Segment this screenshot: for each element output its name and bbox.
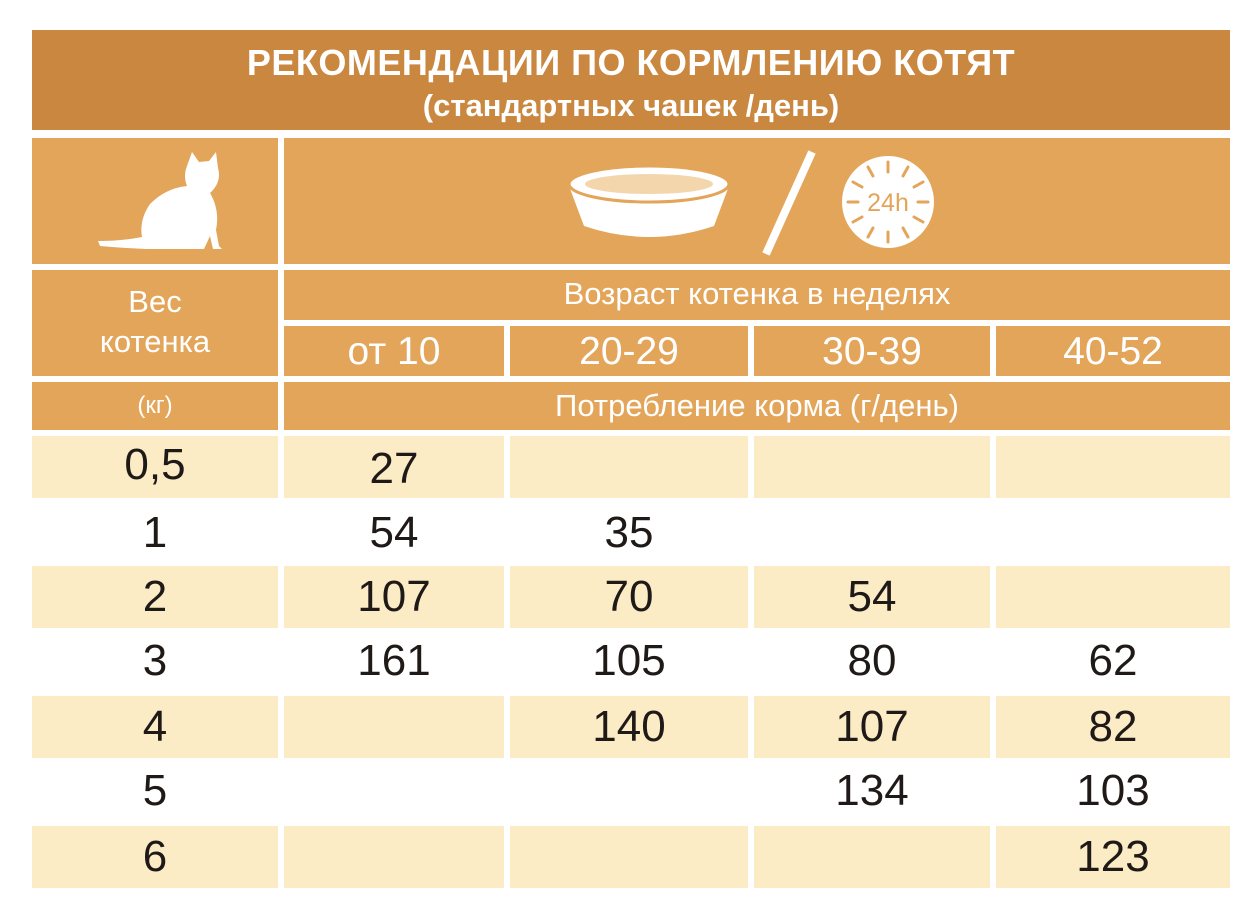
weight-value: 5	[142, 766, 168, 815]
feed-value: 35	[604, 508, 654, 557]
table-cell	[284, 436, 504, 498]
table-cell	[754, 696, 990, 758]
feed-value: 54	[369, 508, 419, 557]
table-cell	[510, 566, 748, 628]
table-cell	[32, 696, 278, 758]
age-label: Возраст котенка в неделях	[563, 276, 951, 311]
slash-divider	[762, 150, 816, 256]
food-bowl-icon	[567, 164, 731, 237]
weight-value: 0,5	[124, 440, 186, 489]
age-group-label: 20-29	[579, 330, 679, 373]
feed-value: 70	[604, 572, 654, 621]
feed-value: 80	[847, 636, 897, 685]
title-banner: РЕКОМЕНДАЦИИ ПО КОРМЛЕНИЮ КОТЯТ (стандар…	[32, 30, 1230, 130]
clock-24h-icon: 24h	[842, 156, 934, 248]
cat-icon-cell	[32, 138, 278, 264]
feed-value: 123	[1076, 832, 1150, 881]
table-cell	[32, 566, 278, 628]
consumption-label: Потребление корма (г/день)	[555, 388, 959, 423]
cat-silhouette-icon	[98, 152, 222, 249]
age-group-cell: 20-29	[510, 326, 748, 376]
feed-value: 54	[847, 572, 897, 621]
table-cell	[996, 436, 1230, 498]
weight-unit: (кг)	[137, 392, 173, 419]
feed-value: 103	[1076, 766, 1150, 815]
title-line1: РЕКОМЕНДАЦИИ ПО КОРМЛЕНИЮ КОТЯТ	[246, 42, 1016, 83]
age-group-cell: 40-52	[996, 326, 1230, 376]
weight-label-line2: котенка	[99, 324, 211, 359]
consumption-header-cell: Потребление корма (г/день)	[284, 382, 1230, 430]
table-cell	[754, 566, 990, 628]
table-cell	[996, 696, 1230, 758]
weight-unit-cell: (кг)	[32, 382, 278, 430]
table-cell	[284, 696, 504, 758]
table-cell	[32, 826, 278, 888]
feed-value: 62	[1088, 636, 1138, 685]
table-cell	[510, 436, 748, 498]
age-group-label: 30-39	[822, 330, 922, 373]
feed-value: 105	[592, 636, 666, 685]
weight-value: 4	[142, 702, 168, 751]
weight-value: 1	[142, 508, 168, 557]
table-cell	[510, 826, 748, 888]
feed-value: 161	[357, 636, 431, 685]
table-cell	[754, 436, 990, 498]
feed-value: 107	[357, 572, 431, 621]
table-cell	[754, 826, 990, 888]
table-cell	[510, 696, 748, 758]
clock-label: 24h	[867, 189, 909, 217]
table-cell	[32, 436, 278, 498]
table-cell	[996, 566, 1230, 628]
weight-value: 6	[142, 832, 168, 881]
feed-value: 107	[835, 702, 909, 751]
table-cell	[284, 826, 504, 888]
weight-value: 3	[142, 636, 168, 685]
feed-value: 82	[1088, 702, 1138, 751]
age-header-cell: Возраст котенка в неделях	[284, 270, 1230, 320]
table-cell	[284, 566, 504, 628]
feed-value: 134	[835, 766, 909, 815]
age-group-cell: от 10	[284, 326, 504, 376]
title-line2: (стандартных чашек /день)	[422, 88, 840, 123]
weight-header-cell: Вес котенка	[32, 270, 278, 376]
table-cell	[996, 826, 1230, 888]
age-group-label: 40-52	[1063, 330, 1163, 373]
feed-value: 140	[592, 702, 666, 751]
age-group-label: от 10	[347, 330, 441, 373]
bowl-clock-cell: 24h	[284, 138, 1230, 264]
weight-label-line1: Вес	[128, 284, 182, 319]
feed-value: 27	[369, 444, 419, 493]
age-group-cell: 30-39	[754, 326, 990, 376]
weight-value: 2	[142, 572, 168, 621]
